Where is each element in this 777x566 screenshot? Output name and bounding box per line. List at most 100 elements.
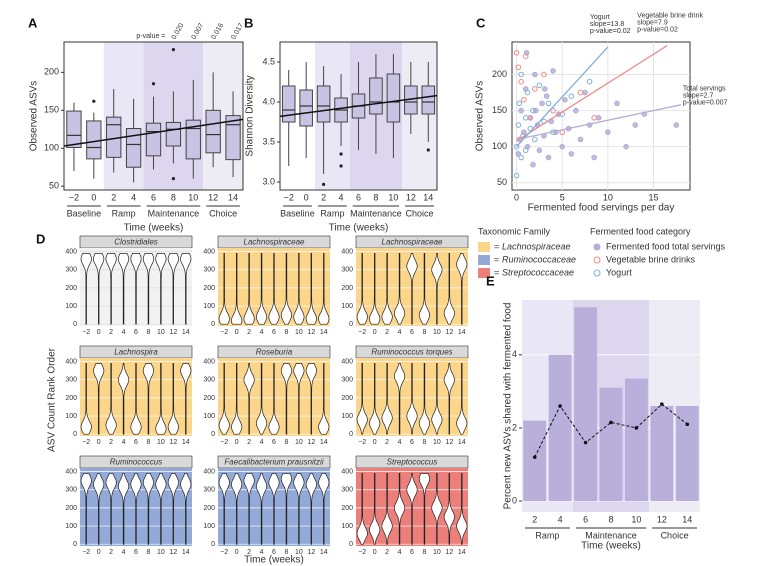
x-tick-label: 14 [320, 549, 328, 556]
violin [268, 363, 280, 435]
bar [650, 406, 674, 502]
violin [356, 253, 368, 325]
x-tick-label: −2 [358, 549, 366, 556]
violin [218, 473, 230, 545]
y-tick-label: 3.0 [262, 176, 275, 186]
violin [456, 473, 468, 545]
x-tick-label: 12 [208, 192, 218, 202]
violin [356, 363, 368, 435]
x-tick-label: 4 [398, 329, 402, 336]
x-tick-label: 14 [458, 549, 466, 556]
x-tick-label: 2 [532, 514, 537, 524]
violin [180, 253, 192, 325]
y-tick-label: 100 [203, 413, 215, 420]
y-tick-label: 0 [349, 431, 353, 438]
violin [318, 253, 330, 325]
y-tick-label: 100 [492, 141, 507, 151]
x-tick-label: 0 [91, 192, 96, 202]
y-tick-label: 0 [349, 321, 353, 328]
x-tick-label: 14 [682, 514, 692, 524]
y-tick-label: 200 [341, 505, 353, 512]
x-tick-label: −2 [284, 192, 294, 202]
y-tick-label: 200 [203, 395, 215, 402]
violin [93, 253, 105, 325]
x-tick-label: 12 [445, 439, 453, 446]
group-label: Choice [406, 208, 434, 218]
line-point [660, 402, 664, 406]
y-tick-label: 4 [512, 349, 517, 359]
violin [431, 473, 443, 545]
y-tick-label: 200 [44, 67, 59, 77]
fit-annotation: p-value=0.007 [683, 100, 728, 107]
violin [268, 253, 280, 325]
point [518, 71, 524, 78]
x-tick-label: 0 [514, 192, 519, 202]
x-tick-label: 6 [134, 329, 138, 336]
outlier [426, 148, 430, 152]
point [536, 82, 543, 89]
violin [255, 253, 268, 325]
y-tick-label: 300 [341, 267, 353, 274]
point [518, 154, 524, 161]
y-tick-label: 400 [203, 358, 215, 365]
point [532, 86, 538, 92]
legend-swatch [478, 242, 490, 252]
violin [381, 253, 393, 325]
y-axis-label: ASV Count Rank Order [47, 347, 58, 452]
x-tick-label: 12 [406, 192, 416, 202]
violin [369, 363, 381, 435]
x-tick-label: 15 [648, 192, 658, 202]
legend-label: Lachnospiraceae [502, 241, 571, 251]
box [125, 128, 142, 168]
x-tick-label: 8 [422, 439, 426, 446]
x-tick-label: 8 [608, 514, 613, 524]
point [521, 96, 527, 103]
x-tick-label: 4 [260, 439, 264, 446]
x-tick-label: 2 [321, 192, 326, 202]
violin [80, 473, 92, 545]
panel-letter: E [486, 273, 495, 288]
violin [318, 363, 330, 435]
y-tick-label: 100 [44, 143, 59, 153]
x-tick-label: 10 [631, 514, 641, 524]
violin [443, 363, 455, 435]
x-tick-label: 0 [97, 439, 101, 446]
fit-annotation: Yogurt [590, 14, 610, 21]
box [66, 110, 82, 148]
y-tick-label: 100 [341, 413, 353, 420]
panel-letter: D [36, 231, 45, 246]
legend-title: Fermented food category [590, 226, 691, 236]
point [522, 115, 529, 121]
line-point [685, 422, 690, 427]
violin [305, 253, 317, 325]
violin [130, 473, 142, 545]
legend-prefix: = [494, 241, 499, 251]
group-label: Ramp [320, 208, 344, 218]
box [316, 85, 331, 123]
point [513, 50, 520, 56]
violin [117, 473, 130, 545]
violin [243, 253, 255, 325]
x-tick-label: 6 [356, 192, 361, 202]
x-axis-label: Time (weeks) [244, 555, 304, 566]
x-axis-label: Time (weeks) [124, 223, 184, 234]
group-shade [402, 42, 437, 190]
outlier [92, 99, 96, 103]
group-label: Baseline [280, 208, 315, 218]
violin [255, 473, 268, 545]
point [541, 71, 547, 78]
violin [167, 363, 179, 435]
x-tick-label: 0 [373, 329, 377, 336]
outlier [171, 47, 175, 52]
x-tick-label: 4 [131, 192, 136, 202]
group-label: Ramp [535, 530, 559, 540]
x-tick-label: 10 [295, 549, 303, 556]
outlier [339, 152, 343, 156]
point [586, 78, 593, 85]
x-tick-label: 2 [385, 439, 389, 446]
x-tick-label: 6 [272, 549, 276, 556]
x-tick-label: 10 [433, 549, 441, 556]
x-tick-label: 4 [260, 329, 264, 336]
legend-marker [593, 269, 601, 277]
